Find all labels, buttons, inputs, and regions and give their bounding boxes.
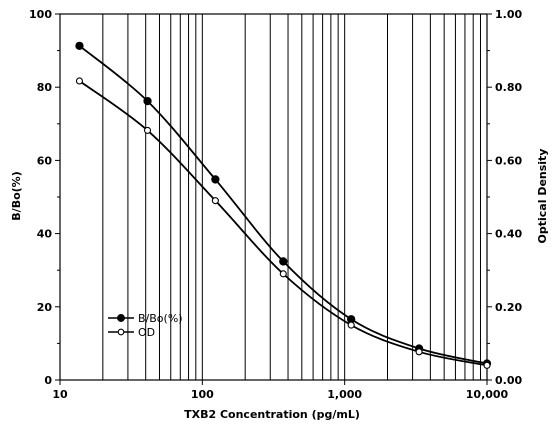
y2-tick-label: 0.40 xyxy=(495,228,522,241)
y-tick-label: 100 xyxy=(29,8,52,21)
y2-axis-title: Optical Density xyxy=(536,149,549,244)
data-point-od xyxy=(279,270,287,278)
series-layer xyxy=(75,41,492,369)
y2-tick-label: 0.00 xyxy=(495,374,522,387)
y-tick-label: 60 xyxy=(37,154,53,167)
data-point-b-bo xyxy=(75,41,84,50)
y2-tick-label: 0.60 xyxy=(495,154,522,167)
axes-layer: 0 20 40 60 80 100 0.00 0.20 0.40 0.60 0.80 1.00 10 10… xyxy=(29,8,522,401)
y2-tick-label: 0.20 xyxy=(495,301,522,314)
y2-tick-label: 1.00 xyxy=(495,8,522,21)
legend-marker-b-bo xyxy=(117,314,125,322)
x-tick-label: 1,000 xyxy=(327,388,362,401)
data-point-od xyxy=(75,77,84,85)
x-axis-title: TXB2 Concentration (pg/mL) xyxy=(184,408,360,421)
y-tick-label: 0 xyxy=(44,374,52,387)
y2-tick-label: 0.80 xyxy=(495,81,522,94)
grid-layer xyxy=(102,14,481,380)
x-tick-label: 10,000 xyxy=(466,388,509,401)
legend-label-b-bo: B/Bo(%) xyxy=(138,312,183,325)
y-axis-title: B/Bo(%) xyxy=(10,171,23,220)
y-tick-label: 40 xyxy=(37,228,53,241)
data-point-od xyxy=(211,197,219,205)
legend: B/Bo(%)OD xyxy=(108,312,183,339)
plot-frame xyxy=(59,13,488,381)
data-point-od xyxy=(347,321,355,329)
y-tick-label: 80 xyxy=(37,81,53,94)
data-point-b-bo xyxy=(143,96,152,106)
x-tick-label: 100 xyxy=(191,388,214,401)
x-tick-label: 10 xyxy=(52,388,68,401)
data-point-b-bo xyxy=(211,175,220,184)
y-tick-label: 20 xyxy=(37,301,53,314)
data-point-b-bo xyxy=(279,257,288,266)
data-point-od xyxy=(415,348,423,356)
legend-marker-od xyxy=(117,328,125,336)
data-point-od xyxy=(483,361,491,369)
legend-label-od: OD xyxy=(138,326,155,339)
data-point-od xyxy=(143,126,152,134)
